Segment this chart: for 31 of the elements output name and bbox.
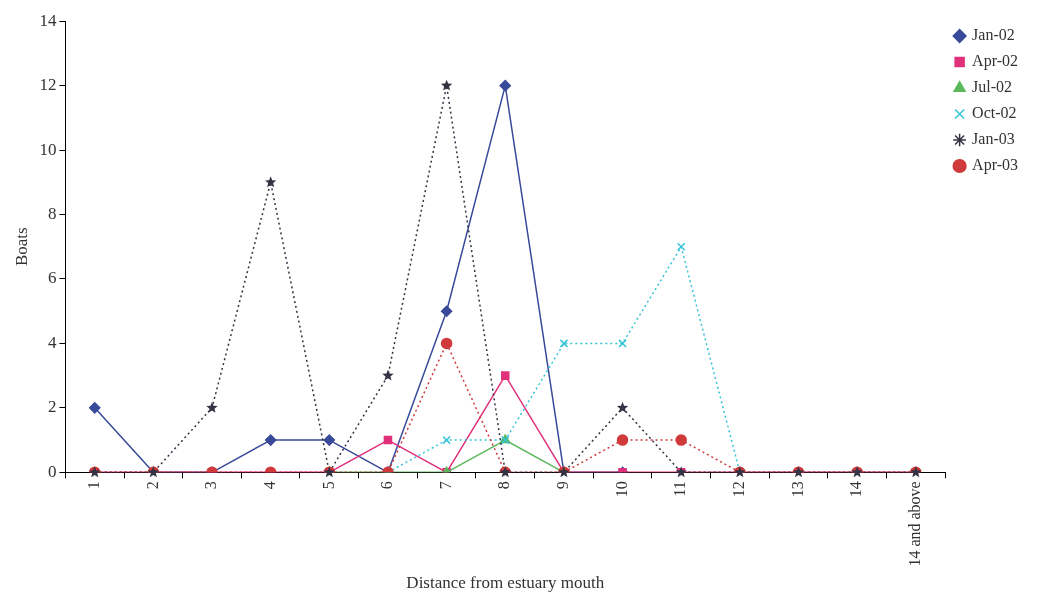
legend-label: Apr-02: [972, 52, 1018, 71]
x-tick-label: 8: [495, 481, 513, 490]
y-tick-label: 10: [39, 139, 57, 159]
y-tick-label: 12: [39, 75, 57, 95]
y-tick-label: 8: [47, 204, 57, 223]
legend-label: Jan-03: [972, 130, 1015, 148]
y-axis-title: Boats: [11, 227, 31, 267]
x-tick-label: 1: [84, 481, 102, 490]
y-tick-label: 14: [39, 10, 57, 30]
x-tick-label: 13: [788, 481, 806, 498]
x-tick-label: 10: [612, 481, 630, 498]
y-tick-label: 6: [47, 268, 57, 288]
y-tick-label: 4: [47, 332, 57, 352]
x-tick-label: 11: [671, 481, 689, 497]
x-tick-label: 4: [260, 481, 278, 490]
legend-label: Jan-02: [972, 26, 1015, 44]
x-tick-label: 6: [378, 481, 396, 490]
x-tick-label: 2: [143, 481, 161, 490]
x-tick-label: 7: [436, 481, 454, 490]
x-tick-label: 3: [202, 481, 220, 490]
x-axis-title: Distance from estuary mouth: [406, 573, 605, 593]
x-tick-label: 14 and above: [905, 481, 923, 567]
x-tick-label: 12: [730, 481, 748, 498]
x-tick-label: 9: [554, 481, 572, 490]
y-tick-label: 0: [47, 461, 57, 481]
legend-label: Apr-03: [972, 156, 1018, 175]
legend-label: Oct-02: [972, 104, 1017, 122]
x-tick-label: 5: [319, 481, 337, 490]
legend-label: Jul-02: [972, 78, 1013, 96]
y-tick-label: 2: [47, 397, 57, 417]
x-tick-label: 14: [847, 481, 865, 498]
